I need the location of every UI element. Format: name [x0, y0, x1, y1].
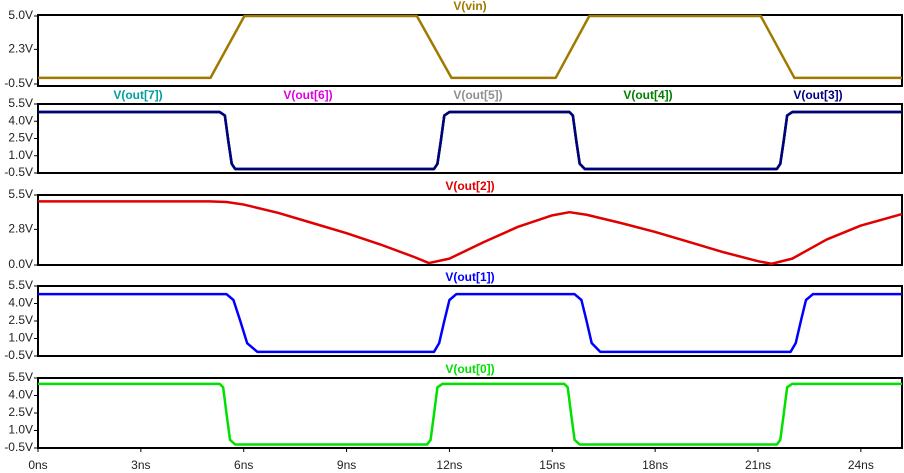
- y-tick-label: 0.0V: [8, 257, 33, 271]
- legend-entry: V(out[7]): [113, 88, 162, 102]
- trace: [38, 382, 902, 446]
- x-tick-label: 18ns: [642, 458, 668, 472]
- y-tick-label: 4.0V: [8, 388, 33, 402]
- y-tick-label: 5.5V: [8, 278, 33, 292]
- x-tick-label: 12ns: [436, 458, 462, 472]
- y-tick-label: -0.5V: [4, 348, 33, 362]
- x-tick-label: 0ns: [28, 458, 47, 472]
- x-tick-label: 9ns: [337, 458, 356, 472]
- x-tick-label: 24ns: [848, 458, 874, 472]
- y-tick-label: -0.5V: [4, 440, 33, 454]
- y-tick-label: 5.5V: [8, 370, 33, 384]
- y-tick-label: 1.0V: [8, 423, 33, 437]
- y-tick-label: 5.5V: [8, 187, 33, 201]
- trace: [38, 110, 902, 171]
- x-tick-label: 3ns: [131, 458, 150, 472]
- y-tick-label: 4.0V: [8, 296, 33, 310]
- legend-entry: V(out[6]): [283, 88, 332, 102]
- trace: [38, 110, 902, 171]
- pane-frame: [37, 285, 903, 357]
- trace: [38, 292, 902, 354]
- y-tick-label: 2.8V: [8, 222, 33, 236]
- pane-frame: [37, 194, 903, 266]
- pane-frame: [37, 377, 903, 449]
- trace: [38, 14, 902, 80]
- x-tick-label: 21ns: [745, 458, 771, 472]
- y-tick-label: 2.3V: [8, 42, 33, 56]
- y-tick-label: -0.5V: [4, 76, 33, 90]
- trace: [38, 110, 902, 171]
- y-tick-label: 1.0V: [8, 148, 33, 162]
- x-tick-label: 15ns: [539, 458, 565, 472]
- y-tick-label: 2.5V: [8, 131, 33, 145]
- y-tick-label: 2.5V: [8, 405, 33, 419]
- legend-entry: V(out[3]): [793, 88, 842, 102]
- legend-entry: V(out[1]): [445, 270, 494, 284]
- x-tick-label: 6ns: [234, 458, 253, 472]
- trace: [38, 110, 902, 171]
- legend-entry: V(out[5]): [453, 88, 502, 102]
- trace: [38, 110, 902, 171]
- legend-entry: V(out[2]): [445, 179, 494, 193]
- legend-entry: V(vin): [453, 0, 486, 13]
- legend-entry: V(out[4]): [623, 88, 672, 102]
- pane-frame: [37, 103, 903, 174]
- y-tick-label: 5.0V: [8, 8, 33, 22]
- trace: [38, 200, 903, 265]
- y-tick-label: 2.5V: [8, 313, 33, 327]
- y-tick-label: 1.0V: [8, 331, 33, 345]
- legend-entry: V(out[0]): [445, 362, 494, 376]
- pane-frame: [37, 14, 903, 87]
- y-tick-label: 5.5V: [8, 96, 33, 110]
- y-tick-label: -0.5V: [4, 165, 33, 179]
- y-tick-label: 4.0V: [8, 113, 33, 127]
